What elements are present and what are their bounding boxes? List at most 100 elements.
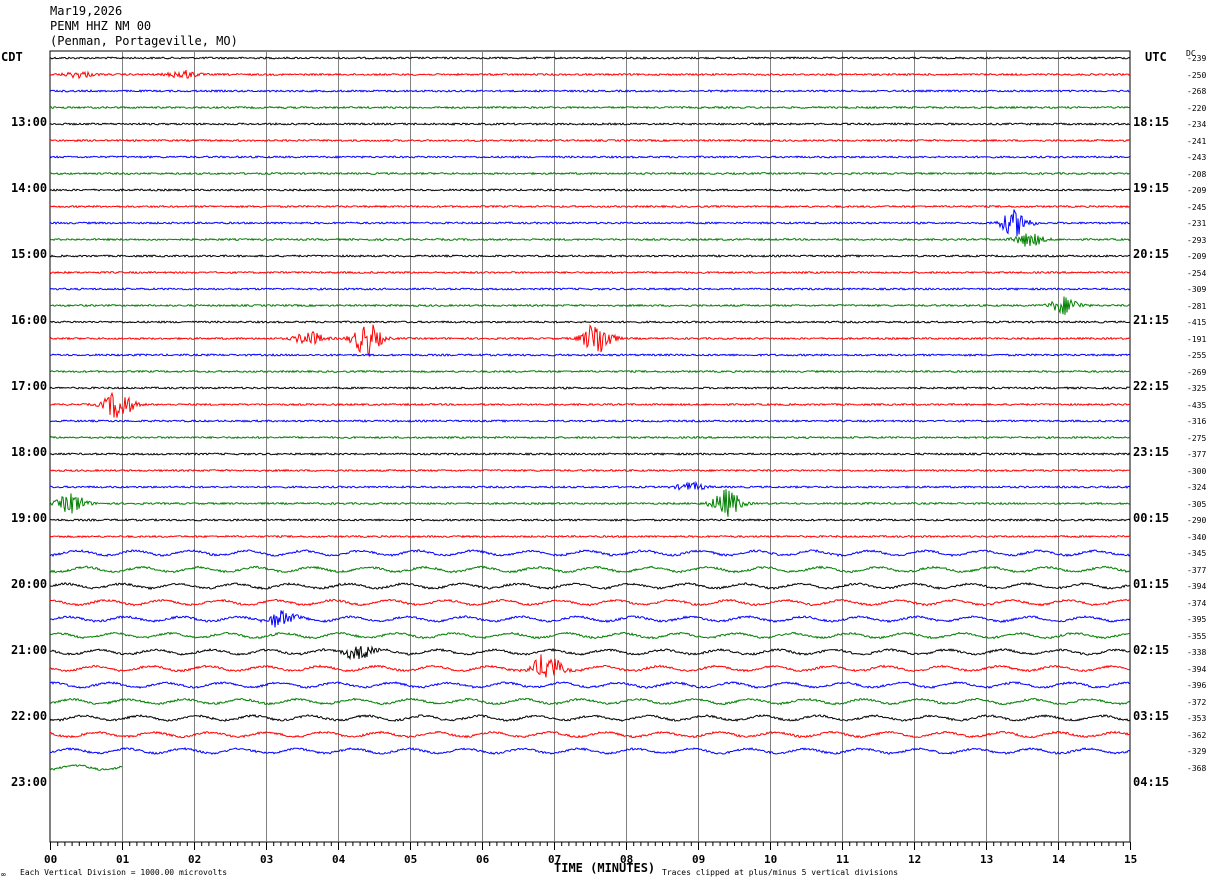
dc-offset-label: -338 — [1187, 648, 1207, 657]
trace-22 — [49, 419, 1130, 423]
dc-offset-label: -243 — [1187, 153, 1207, 162]
dc-offset-label: -290 — [1187, 516, 1207, 525]
trace-20 — [49, 386, 1130, 390]
dc-offset-label: -396 — [1187, 681, 1207, 690]
left-time-label: 13:00 — [11, 115, 48, 129]
trace-4 — [49, 122, 1130, 126]
dc-offset-label: -209 — [1187, 186, 1207, 195]
left-time-label: 23:00 — [11, 775, 48, 789]
dc-offset-label: -293 — [1187, 235, 1207, 245]
trace-29 — [49, 534, 1131, 539]
trace-37 — [49, 654, 1131, 678]
x-tick-label: 03 — [260, 853, 274, 866]
left-timezone-label: CDT — [1, 50, 23, 64]
trace-2 — [49, 89, 1131, 93]
x-tick-label: 13 — [980, 853, 994, 866]
dc-offset-label: -324 — [1187, 483, 1207, 492]
right-time-label: 18:15 — [1133, 115, 1170, 129]
right-time-label: 04:15 — [1133, 775, 1170, 789]
trace-5 — [49, 138, 1131, 143]
dc-offset-label: -234 — [1187, 120, 1207, 129]
trace-26 — [50, 480, 1131, 491]
dc-offset-label: -281 — [1187, 301, 1207, 311]
dc-offset-label: -372 — [1187, 697, 1207, 707]
dc-offset-label: -340 — [1187, 532, 1207, 542]
left-time-label: 16:00 — [11, 313, 48, 327]
trace-0 — [49, 56, 1131, 60]
trace-42 — [49, 746, 1131, 755]
dc-header-label: DC — [1186, 49, 1196, 58]
trace-7 — [49, 171, 1131, 176]
trace-13 — [49, 270, 1131, 275]
x-tick-label: 05 — [404, 853, 418, 866]
dc-offset-label: -269 — [1187, 367, 1207, 377]
dc-offset-label: -220 — [1187, 103, 1207, 113]
x-tick-label: 12 — [908, 853, 922, 866]
trace-15 — [49, 296, 1131, 315]
dc-offset-label: -255 — [1187, 351, 1207, 360]
x-tick-label: 01 — [116, 853, 130, 866]
trace-3 — [49, 105, 1131, 110]
dc-offset-label: -345 — [1187, 549, 1207, 558]
clip-note: Traces clipped at plus/minus 5 vertical … — [662, 868, 899, 877]
scale-note: Each Vertical Division = 1000.00 microvo… — [20, 868, 228, 877]
right-timezone-label: UTC — [1145, 50, 1167, 64]
trace-10 — [49, 209, 1131, 237]
dc-offset-label: -268 — [1187, 87, 1207, 96]
right-time-label: 23:15 — [1133, 445, 1170, 459]
left-time-label: 21:00 — [11, 643, 48, 657]
x-tick-label: 02 — [188, 853, 202, 866]
right-time-label: 22:15 — [1133, 379, 1170, 393]
trace-8 — [49, 188, 1131, 192]
right-time-label: 02:15 — [1133, 643, 1170, 657]
trace-23 — [49, 435, 1131, 440]
trace-35 — [49, 631, 1131, 640]
trace-33 — [49, 598, 1131, 607]
left-time-label: 19:00 — [11, 511, 48, 525]
x-axis-title: TIME (MINUTES) — [554, 861, 656, 875]
dc-offset-label: -300 — [1187, 466, 1207, 476]
trace-41 — [49, 730, 1131, 739]
left-time-label: 20:00 — [11, 577, 48, 591]
trace-21 — [49, 391, 1131, 418]
right-time-label: 03:15 — [1133, 709, 1170, 723]
dc-offset-label: -245 — [1187, 202, 1207, 212]
right-time-label: 21:15 — [1133, 313, 1170, 327]
right-time-label: 00:15 — [1133, 511, 1170, 525]
dc-offset-label: -191 — [1187, 334, 1207, 344]
trace-34 — [49, 609, 1131, 628]
trace-11 — [49, 233, 1131, 247]
trace-36 — [50, 645, 1131, 661]
trace-17 — [49, 324, 1131, 358]
footer-mark: ∞ — [1, 870, 6, 879]
trace-6 — [49, 155, 1131, 159]
dc-offset-label: -275 — [1187, 433, 1207, 443]
dc-offset-label: -362 — [1187, 730, 1207, 740]
x-tick-label: 06 — [476, 853, 490, 866]
trace-1 — [49, 69, 1131, 80]
dc-offset-label: -325 — [1187, 384, 1207, 393]
trace-19 — [49, 369, 1131, 374]
left-time-label: 22:00 — [11, 709, 48, 723]
dc-offset-label: -241 — [1187, 136, 1207, 146]
left-time-label: 17:00 — [11, 379, 48, 393]
dc-offset-label: -394 — [1187, 664, 1207, 674]
dc-offset-label: -368 — [1187, 763, 1207, 773]
dc-offset-label: -377 — [1187, 450, 1207, 459]
trace-31 — [49, 565, 1131, 574]
dc-offset-label: -329 — [1187, 747, 1207, 756]
x-tick-label: 04 — [332, 853, 346, 866]
right-time-label: 20:15 — [1133, 247, 1170, 261]
dc-offset-label: -377 — [1187, 565, 1207, 575]
x-tick-label: 14 — [1052, 853, 1066, 866]
trace-32 — [49, 582, 1131, 591]
x-tick-label: 00 — [44, 853, 58, 866]
x-tick-label: 15 — [1124, 853, 1138, 866]
trace-16 — [49, 320, 1131, 324]
trace-25 — [49, 468, 1131, 473]
dc-offset-label: -254 — [1187, 268, 1207, 278]
right-time-label: 19:15 — [1133, 181, 1170, 195]
trace-12 — [49, 254, 1131, 258]
left-time-label: 18:00 — [11, 445, 48, 459]
trace-14 — [49, 287, 1131, 291]
